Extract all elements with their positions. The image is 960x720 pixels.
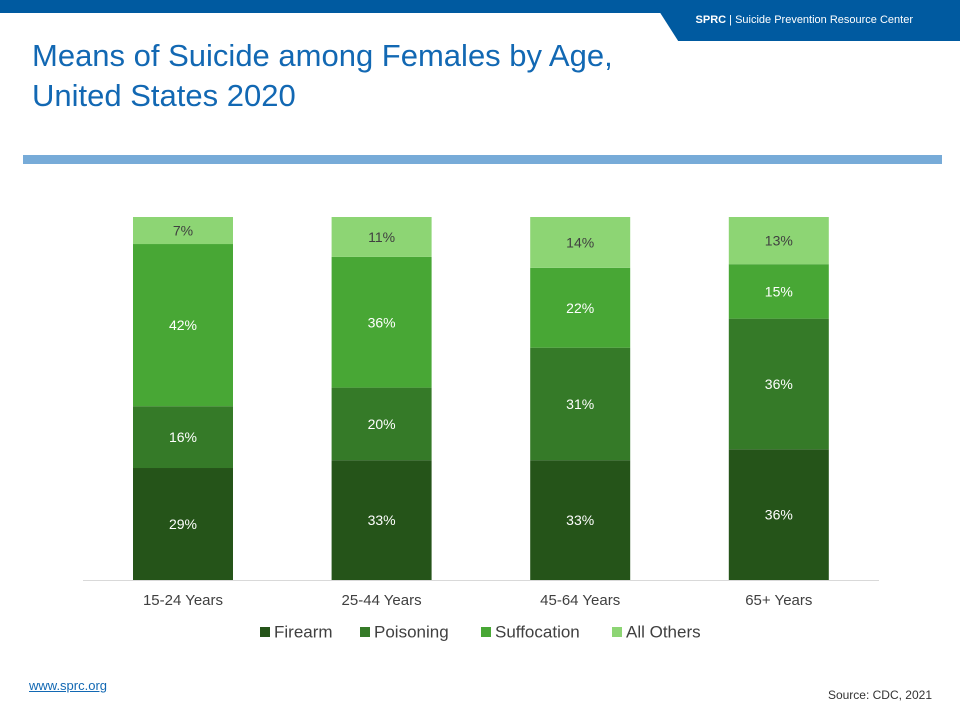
data-label-firearm-65-years: 36% — [765, 507, 793, 523]
data-label-poisoning-25-44-years: 20% — [368, 416, 396, 432]
bar-suffocation-65-years — [728, 264, 829, 319]
bar-suffocation-25-44-years — [331, 256, 432, 388]
brand-name: Suicide Prevention Resource Center — [735, 14, 913, 26]
title-divider — [23, 155, 942, 164]
bar-poisoning-65-years — [728, 318, 829, 450]
brand-tab: SPRC | Suicide Prevention Resource Cente… — [652, 0, 960, 41]
bar-all-others-65-years — [728, 217, 829, 265]
brand-abbr: SPRC — [695, 14, 727, 26]
bar-all-others-25-44-years — [331, 217, 432, 257]
x-tick-label-45-64-years: 45-64 Years — [540, 592, 620, 609]
bar-firearm-15-24-years — [133, 468, 233, 580]
data-label-poisoning-65-years: 36% — [765, 376, 793, 392]
bar-poisoning-15-24-years — [133, 406, 233, 469]
x-tick-label-15-24-years: 15-24 Years — [143, 592, 223, 609]
legend-swatch-poisoning — [360, 627, 370, 637]
brand-separator: | — [729, 14, 732, 26]
data-label-suffocation-15-24-years: 42% — [169, 317, 197, 333]
bar-suffocation-15-24-years — [133, 244, 233, 407]
data-label-suffocation-65-years: 15% — [765, 283, 793, 299]
bar-poisoning-25-44-years — [331, 387, 432, 461]
legend-label-firearm: Firearm — [274, 623, 333, 642]
data-label-suffocation-45-64-years: 22% — [566, 300, 594, 316]
data-label-poisoning-15-24-years: 16% — [169, 429, 197, 445]
data-label-all-others-25-44-years: 11% — [368, 229, 395, 245]
source-note: Source: CDC, 2021 — [827, 688, 932, 702]
data-label-firearm-15-24-years: 29% — [169, 516, 197, 532]
data-label-firearm-25-44-years: 33% — [368, 512, 396, 528]
bar-all-others-15-24-years — [133, 217, 233, 245]
data-label-poisoning-45-64-years: 31% — [566, 396, 594, 412]
data-label-suffocation-25-44-years: 36% — [368, 314, 396, 330]
page-title: Means of Suicide among Females by Age, U… — [32, 38, 613, 113]
legend-label-all-others: All Others — [626, 623, 701, 642]
legend-swatch-firearm — [260, 627, 270, 637]
bar-suffocation-45-64-years — [530, 267, 631, 348]
bar-firearm-65-years — [728, 449, 829, 580]
data-label-all-others-15-24-years: 7% — [173, 223, 193, 239]
legend-label-poisoning: Poisoning — [374, 623, 449, 642]
website-link[interactable]: www.sprc.org — [29, 678, 108, 693]
x-tick-label-25-44-years: 25-44 Years — [342, 592, 422, 609]
bar-all-others-45-64-years — [530, 217, 631, 268]
data-label-all-others-45-64-years: 14% — [566, 234, 594, 250]
legend-swatch-all-others — [612, 627, 622, 637]
bar-poisoning-45-64-years — [530, 347, 631, 461]
legend-swatch-suffocation — [481, 627, 491, 637]
legend-label-suffocation: Suffocation — [495, 623, 580, 642]
bar-firearm-25-44-years — [331, 460, 432, 580]
bar-firearm-45-64-years — [530, 460, 631, 580]
x-tick-label-65-years: 65+ Years — [745, 592, 812, 609]
data-label-all-others-65-years: 13% — [765, 233, 793, 249]
data-label-firearm-45-64-years: 33% — [566, 512, 594, 528]
